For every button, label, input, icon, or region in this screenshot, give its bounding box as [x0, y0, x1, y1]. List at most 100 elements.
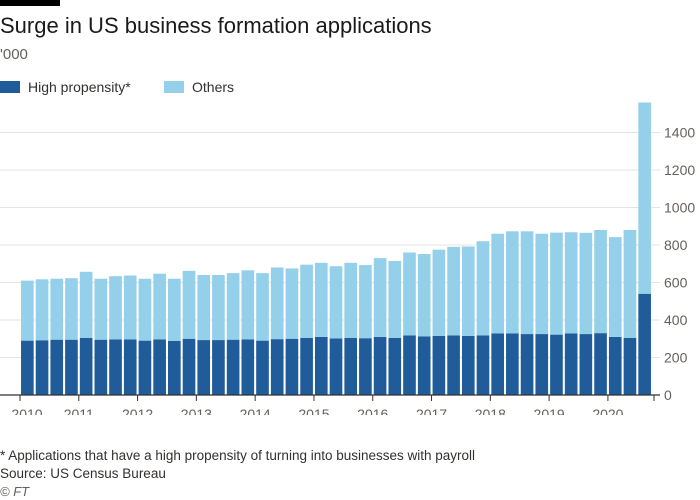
bar-others — [388, 260, 402, 338]
bar-others — [329, 266, 343, 339]
bar-others — [520, 231, 534, 335]
bar-others — [594, 230, 607, 334]
x-tick-label: 2013 — [181, 406, 212, 415]
bar-high-propensity — [168, 341, 181, 395]
bar-high-propensity — [344, 337, 358, 395]
bar-others — [447, 246, 460, 336]
bar-high-propensity — [285, 338, 299, 395]
bar-high-propensity — [403, 335, 416, 396]
y-tick-label: 400 — [664, 312, 688, 328]
bar-high-propensity — [432, 335, 446, 395]
bar-high-propensity — [638, 293, 651, 395]
legend-swatch-others — [164, 81, 184, 93]
bar-others — [138, 278, 152, 341]
bar-others — [461, 246, 475, 336]
bar-high-propensity — [153, 339, 166, 395]
bar-high-propensity — [94, 339, 108, 395]
bar-others — [197, 275, 211, 341]
bar-others — [226, 273, 240, 340]
bar-others — [623, 230, 637, 338]
top-rule — [0, 0, 60, 6]
bar-others — [270, 267, 284, 340]
bar-others — [285, 268, 299, 339]
bar-others — [123, 275, 137, 340]
bar-high-propensity — [535, 334, 549, 395]
footnote: * Applications that have a high propensi… — [0, 448, 476, 463]
x-tick-label: 2017 — [416, 406, 447, 415]
bar-others — [212, 275, 225, 341]
bar-others — [506, 231, 519, 334]
x-tick-label: 2011 — [64, 406, 94, 415]
bar-high-propensity — [461, 335, 475, 395]
bar-others — [241, 270, 255, 340]
bar-high-propensity — [256, 340, 269, 396]
x-tick-label: 2016 — [357, 406, 388, 415]
bar-high-propensity — [564, 333, 578, 395]
x-tick-label: 2014 — [240, 406, 271, 415]
bar-high-propensity — [79, 337, 93, 395]
bar-others — [535, 233, 549, 335]
bar-high-propensity — [476, 335, 490, 396]
bar-high-propensity — [197, 340, 211, 395]
bar-others — [65, 278, 78, 340]
legend-swatch-high-propensity — [0, 81, 20, 93]
bar-others — [491, 233, 504, 334]
y-tick-label: 1200 — [664, 162, 695, 178]
bar-others — [79, 271, 93, 338]
bar-others — [550, 232, 563, 335]
y-tick-label: 0 — [664, 387, 672, 403]
x-tick-label: 2019 — [534, 406, 565, 415]
chart-title: Surge in US business formation applicati… — [0, 13, 432, 38]
bar-high-propensity — [550, 334, 563, 396]
bar-others — [608, 237, 622, 337]
bar-others — [153, 273, 166, 340]
bar-high-propensity — [65, 339, 78, 395]
bar-high-propensity — [50, 339, 64, 395]
bar-high-propensity — [417, 336, 431, 395]
bar-high-propensity — [109, 339, 122, 395]
legend-label-others: Others — [192, 79, 235, 95]
bar-high-propensity — [520, 334, 534, 395]
bar-high-propensity — [21, 340, 34, 396]
x-tick-label: 2015 — [298, 406, 329, 415]
bar-high-propensity — [123, 339, 137, 395]
bar-others — [35, 279, 49, 341]
chart-subtitle: '000 — [0, 46, 28, 63]
source-note: Source: US Census Bureau — [0, 466, 166, 481]
bar-high-propensity — [314, 336, 328, 396]
bar-high-propensity — [447, 335, 460, 396]
ft-credit: © FT — [0, 484, 30, 499]
bar-chart: 0 200 400 600 800 1000 1200 1400 2010 2011 2012 201… — [0, 102, 695, 415]
bar-others — [403, 252, 416, 336]
bar-others — [300, 264, 313, 338]
bar-others — [314, 262, 328, 337]
bar-high-propensity — [579, 334, 593, 395]
x-tick-label: 2012 — [122, 406, 153, 415]
bar-others — [50, 278, 64, 340]
bar-high-propensity — [491, 333, 504, 395]
bar-high-propensity — [226, 339, 240, 395]
bar-high-propensity — [212, 340, 225, 395]
bar-high-propensity — [35, 340, 49, 395]
legend-item-high-propensity: High propensity* — [0, 79, 131, 95]
bar-others — [476, 241, 490, 336]
x-tick-label: 2018 — [475, 406, 506, 415]
bar-high-propensity — [270, 339, 284, 396]
x-tick-label: 2020 — [592, 406, 623, 415]
legend-label-high-propensity: High propensity* — [28, 79, 131, 95]
bar-others — [168, 278, 181, 341]
bar-high-propensity — [506, 333, 519, 395]
bar-others — [432, 249, 446, 336]
bar-others — [579, 232, 593, 335]
bar-high-propensity — [329, 338, 343, 396]
y-tick-label: 600 — [664, 275, 688, 291]
bar-others — [344, 262, 358, 338]
y-tick-label: 1400 — [664, 125, 695, 141]
y-tick-label: 1000 — [664, 200, 695, 216]
bar-others — [564, 232, 578, 334]
bar-others — [417, 254, 431, 337]
y-tick-label: 200 — [664, 350, 688, 366]
bar-others — [21, 280, 34, 341]
bar-high-propensity — [594, 333, 607, 396]
bar-others — [182, 270, 196, 339]
